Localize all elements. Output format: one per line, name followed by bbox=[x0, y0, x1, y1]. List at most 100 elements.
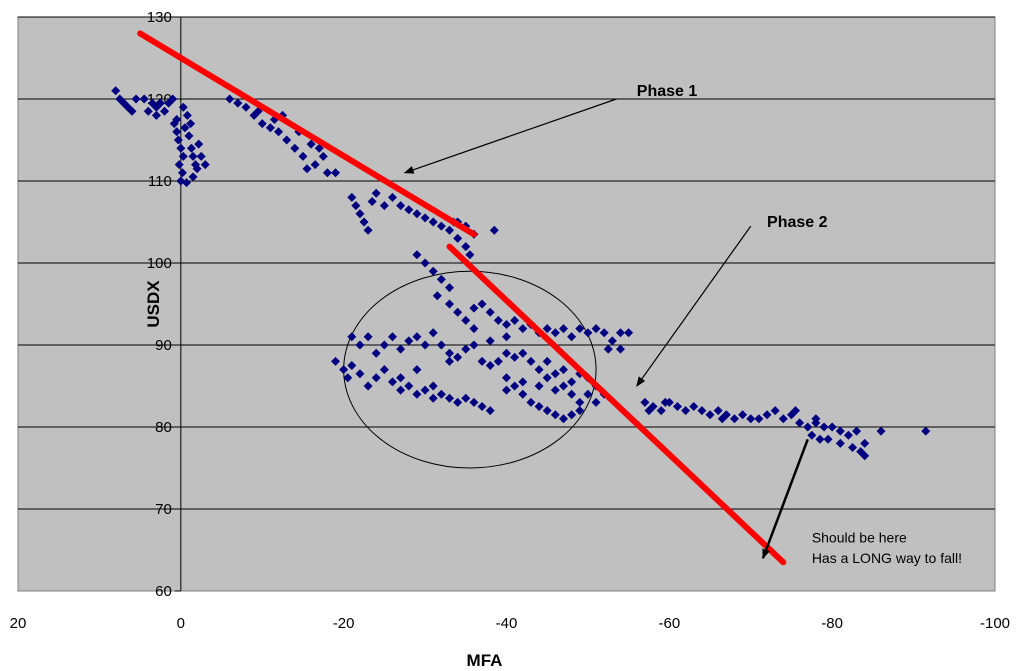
data-point bbox=[186, 143, 196, 153]
data-point bbox=[176, 143, 186, 153]
data-point bbox=[656, 406, 666, 416]
annotation-arrow bbox=[636, 225, 752, 387]
annotation-label: Has a LONG way to fall! bbox=[812, 550, 962, 566]
data-point bbox=[265, 123, 275, 133]
data-point bbox=[310, 160, 320, 170]
data-point bbox=[485, 336, 495, 346]
data-point bbox=[371, 188, 381, 198]
data-point bbox=[298, 151, 308, 161]
data-point bbox=[835, 426, 845, 436]
data-point bbox=[428, 328, 438, 338]
data-point bbox=[493, 315, 503, 325]
data-point bbox=[127, 106, 137, 116]
y-tick-label: 80 bbox=[155, 419, 172, 436]
data-point bbox=[404, 381, 414, 391]
data-point bbox=[396, 373, 406, 383]
data-point bbox=[778, 414, 788, 424]
data-point bbox=[404, 336, 414, 346]
data-point bbox=[518, 324, 528, 334]
data-point bbox=[428, 217, 438, 227]
data-point bbox=[461, 393, 471, 403]
y-tick-label: 110 bbox=[148, 173, 172, 190]
data-point bbox=[534, 381, 544, 391]
scatter-points bbox=[111, 86, 931, 461]
data-point bbox=[823, 434, 833, 444]
x-tick-label: -40 bbox=[496, 615, 518, 632]
data-point bbox=[921, 426, 931, 436]
data-point bbox=[770, 406, 780, 416]
data-point bbox=[428, 266, 438, 276]
annotation-label: Should be here bbox=[812, 530, 907, 546]
data-point bbox=[713, 406, 723, 416]
data-point bbox=[445, 283, 455, 293]
data-point bbox=[182, 110, 192, 120]
data-point bbox=[173, 135, 183, 145]
data-point bbox=[485, 361, 495, 370]
data-point bbox=[432, 291, 442, 301]
data-point bbox=[860, 451, 870, 461]
data-point bbox=[436, 221, 446, 231]
data-point bbox=[188, 151, 198, 161]
data-point bbox=[143, 106, 153, 116]
data-point bbox=[672, 402, 682, 411]
data-point bbox=[388, 377, 398, 387]
data-point bbox=[599, 328, 609, 338]
data-point bbox=[453, 233, 463, 243]
data-point bbox=[502, 373, 511, 383]
data-point bbox=[567, 332, 577, 342]
data-point bbox=[178, 102, 188, 112]
data-point bbox=[355, 369, 365, 379]
data-point bbox=[445, 393, 455, 403]
data-point bbox=[436, 274, 446, 284]
data-point bbox=[241, 102, 251, 112]
data-point bbox=[746, 414, 756, 424]
x-tick-labels: 20 0 -20 -40 -60 -80 -100 bbox=[10, 615, 1010, 632]
trend-line bbox=[446, 243, 787, 566]
data-point bbox=[485, 406, 495, 416]
data-point bbox=[567, 389, 577, 399]
data-point bbox=[465, 250, 475, 260]
data-point bbox=[815, 434, 825, 444]
data-point bbox=[388, 332, 398, 342]
data-point bbox=[290, 143, 300, 153]
data-point bbox=[347, 192, 357, 202]
data-point bbox=[347, 361, 357, 370]
data-point bbox=[835, 438, 845, 448]
x-tick-label: -20 bbox=[333, 615, 355, 632]
annotation-arrow bbox=[403, 98, 617, 174]
data-point bbox=[257, 119, 267, 129]
x-axis-title: MFA bbox=[467, 651, 503, 670]
data-point bbox=[583, 389, 593, 399]
data-point bbox=[436, 389, 446, 399]
y-tick-label: 100 bbox=[147, 255, 172, 272]
data-point bbox=[388, 192, 398, 202]
data-point bbox=[379, 340, 389, 350]
annotation-arrows bbox=[403, 98, 809, 560]
data-point bbox=[168, 94, 178, 104]
data-point bbox=[160, 106, 170, 116]
data-point bbox=[180, 123, 190, 133]
data-point bbox=[445, 299, 455, 309]
data-point bbox=[306, 139, 316, 149]
data-point bbox=[282, 135, 292, 145]
data-point bbox=[567, 377, 577, 387]
data-point bbox=[754, 414, 764, 424]
data-point bbox=[510, 381, 520, 391]
data-point bbox=[461, 344, 471, 354]
data-point bbox=[123, 102, 133, 112]
data-point bbox=[233, 98, 243, 108]
data-point bbox=[200, 160, 210, 170]
data-point bbox=[445, 225, 455, 235]
data-point bbox=[485, 307, 495, 317]
data-point bbox=[404, 205, 414, 215]
data-point bbox=[192, 164, 202, 174]
data-point bbox=[876, 426, 886, 436]
data-point bbox=[188, 172, 198, 182]
data-point bbox=[469, 303, 479, 313]
data-point bbox=[186, 119, 196, 129]
data-point bbox=[396, 385, 406, 395]
data-point bbox=[717, 414, 727, 424]
data-point bbox=[502, 348, 511, 358]
data-point bbox=[591, 324, 601, 334]
